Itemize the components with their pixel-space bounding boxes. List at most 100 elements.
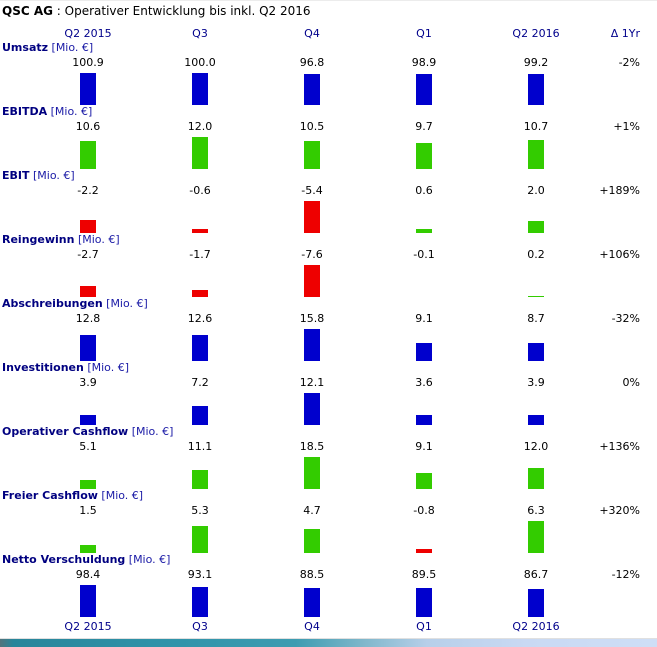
metric-value: 98.4	[75, 568, 101, 581]
metric-value: 0.6	[415, 184, 433, 197]
metric-values-row: 3.9 7.2 12.1 3.6 3.9 0%	[0, 375, 657, 391]
metric-label: Reingewinn [Mio. €]	[0, 233, 657, 247]
metric-value: -0.1	[413, 248, 435, 261]
bar-delta-empty	[592, 521, 657, 553]
value-bar	[528, 140, 544, 169]
metric-unit: [Mio. €]	[125, 553, 171, 566]
delta-value: -2%	[618, 56, 640, 69]
delta-value: +106%	[599, 248, 640, 261]
bar-cell	[144, 201, 256, 233]
bar-cell	[368, 73, 480, 105]
bar-cell	[256, 265, 368, 297]
footer-quarter-label: Q3	[192, 620, 208, 633]
metric-value: 12.0	[523, 440, 549, 453]
bar-cell	[368, 457, 480, 489]
value-bar	[528, 415, 544, 425]
value-bar	[304, 201, 320, 233]
bar-cell	[480, 265, 592, 297]
value-bar	[192, 290, 208, 297]
metric-value: 12.1	[299, 376, 325, 389]
bars-spacer	[0, 73, 32, 105]
delta-value: -32%	[611, 312, 640, 325]
metric-value: -2.2	[77, 184, 99, 197]
metric-row: EBITDA [Mio. €] 10.6 12.0 10.5 9.7 10.7 +1%	[0, 105, 657, 169]
value-bar	[416, 588, 432, 617]
metric-values-row: 5.1 11.1 18.5 9.1 12.0 +136%	[0, 439, 657, 455]
metric-value: 4.7	[303, 504, 321, 517]
metric-label: EBIT [Mio. €]	[0, 169, 657, 183]
delta-value: 0%	[622, 376, 640, 389]
metric-value: 9.7	[415, 120, 433, 133]
metric-row: EBIT [Mio. €] -2.2 -0.6 -5.4 0.6 2.0 +189%	[0, 169, 657, 233]
footer-spacer	[0, 620, 32, 636]
bars-spacer	[0, 201, 32, 233]
metric-unit: [Mio. €]	[29, 169, 75, 182]
footer-quarter-label: Q2 2015	[64, 620, 112, 633]
metric-value: 2.0	[527, 184, 545, 197]
metric-value: -0.6	[189, 184, 211, 197]
value-bar	[80, 220, 96, 233]
value-bar	[192, 406, 208, 425]
chart-title-text: : Operativer Entwicklung bis inkl. Q2 20…	[52, 4, 311, 18]
bar-cell	[480, 393, 592, 425]
bars-spacer	[0, 265, 32, 297]
footer-delta-empty	[592, 620, 657, 636]
metric-value: 12.0	[187, 120, 213, 133]
bar-cell	[256, 457, 368, 489]
delta-value: +320%	[599, 504, 640, 517]
value-bar	[416, 143, 432, 169]
metric-label: EBITDA [Mio. €]	[0, 105, 657, 119]
metric-value: 88.5	[299, 568, 325, 581]
metric-values-row: -2.7 -1.7 -7.6 -0.1 0.2 +106%	[0, 247, 657, 263]
metric-values-row: 98.4 93.1 88.5 89.5 86.7 -12%	[0, 567, 657, 583]
metric-value: 5.3	[191, 504, 209, 517]
value-bar	[304, 265, 320, 297]
value-bar	[80, 73, 96, 105]
value-bar	[192, 73, 208, 105]
metric-value: -5.4	[301, 184, 323, 197]
value-bar	[416, 473, 432, 489]
delta-column-header: Δ 1Yr	[610, 27, 640, 40]
metric-unit: [Mio. €]	[128, 425, 174, 438]
values-spacer	[0, 439, 32, 455]
bar-cell	[480, 201, 592, 233]
value-bar	[304, 457, 320, 489]
values-spacer	[0, 503, 32, 519]
metric-bars-row	[0, 329, 657, 361]
bar-cell	[144, 393, 256, 425]
bar-cell	[32, 457, 144, 489]
bar-cell	[480, 457, 592, 489]
bar-cell	[368, 201, 480, 233]
bar-cell	[368, 137, 480, 169]
bar-delta-empty	[592, 457, 657, 489]
bar-cell	[256, 521, 368, 553]
bar-cell	[144, 521, 256, 553]
metric-value: 1.5	[79, 504, 97, 517]
bar-cell	[32, 201, 144, 233]
column-header-row: Q2 2015 Q3 Q4 Q1 Q2 2016 Δ 1Yr	[0, 21, 657, 41]
bar-delta-empty	[592, 329, 657, 361]
bar-cell	[256, 73, 368, 105]
metric-value: 3.6	[415, 376, 433, 389]
bar-cell	[368, 585, 480, 617]
footer-quarter-label: Q1	[416, 620, 432, 633]
value-bar	[304, 141, 320, 169]
footer-quarter-label: Q2 2016	[512, 620, 560, 633]
values-spacer	[0, 311, 32, 327]
metric-label: Abschreibungen [Mio. €]	[0, 297, 657, 311]
value-bar	[80, 545, 96, 553]
value-bar	[304, 329, 320, 361]
bar-cell	[368, 521, 480, 553]
metric-values-row: 10.6 12.0 10.5 9.7 10.7 +1%	[0, 119, 657, 135]
metric-value: 3.9	[527, 376, 545, 389]
value-bar	[192, 587, 208, 617]
metric-value: 89.5	[411, 568, 437, 581]
value-bar	[192, 470, 208, 489]
metric-unit: [Mio. €]	[102, 297, 148, 310]
bars-spacer	[0, 521, 32, 553]
bar-cell	[144, 73, 256, 105]
metric-values-row: 1.5 5.3 4.7 -0.8 6.3 +320%	[0, 503, 657, 519]
values-spacer	[0, 119, 32, 135]
metric-value: 93.1	[187, 568, 213, 581]
bar-cell	[480, 329, 592, 361]
